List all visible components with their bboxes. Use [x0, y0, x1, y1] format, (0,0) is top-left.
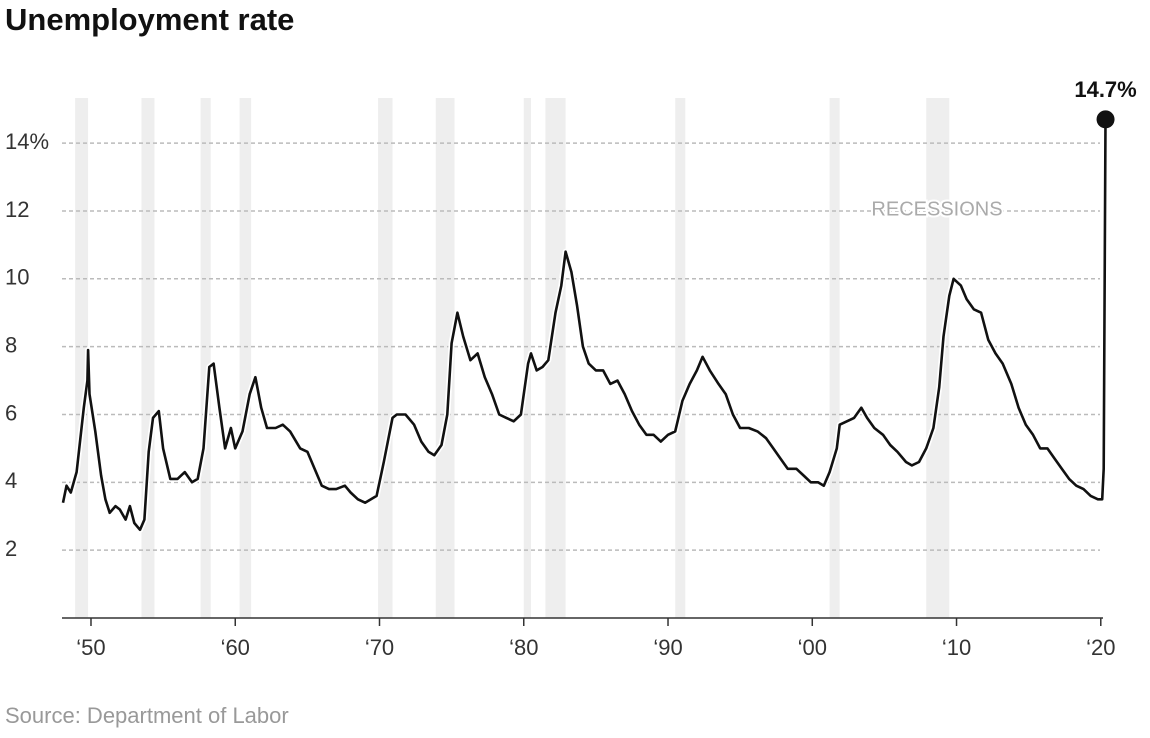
x-tick-label: ‘50 [76, 635, 105, 660]
x-tick-label: ‘80 [509, 635, 538, 660]
y-tick-label: 6 [5, 400, 17, 425]
x-tick-label: ‘90 [653, 635, 682, 660]
y-tick-label: 14% [5, 129, 49, 154]
x-tick-label: ‘70 [365, 635, 394, 660]
recession-band [675, 98, 686, 618]
recession-band [239, 98, 252, 618]
recession-band [545, 98, 566, 618]
recession-band [75, 98, 89, 618]
x-tick-label: ‘60 [221, 635, 250, 660]
chart-title: Unemployment rate [5, 2, 294, 37]
recession-band [200, 98, 211, 618]
source: Source: Department of Labor [5, 703, 289, 728]
recession-band [829, 98, 840, 618]
y-tick-label: 4 [5, 468, 17, 493]
x-tick-label: ‘00 [798, 635, 827, 660]
x-tick-label: ‘10 [942, 635, 971, 660]
y-tick-label: 2 [5, 536, 17, 561]
recessions-label: RECESSIONS [871, 198, 1002, 220]
recession-band [378, 98, 393, 618]
y-tick-label: 12 [5, 197, 29, 222]
y-tick-label: 8 [5, 332, 17, 357]
line [61, 119, 1107, 532]
y-tick-label: 10 [5, 265, 29, 290]
x-tick-label: ‘20 [1086, 635, 1115, 660]
recession-band [926, 98, 950, 618]
end-point [1096, 110, 1115, 129]
recession-band [435, 98, 455, 618]
recession-band [141, 98, 155, 618]
end-label: 14.7% [1074, 77, 1136, 102]
